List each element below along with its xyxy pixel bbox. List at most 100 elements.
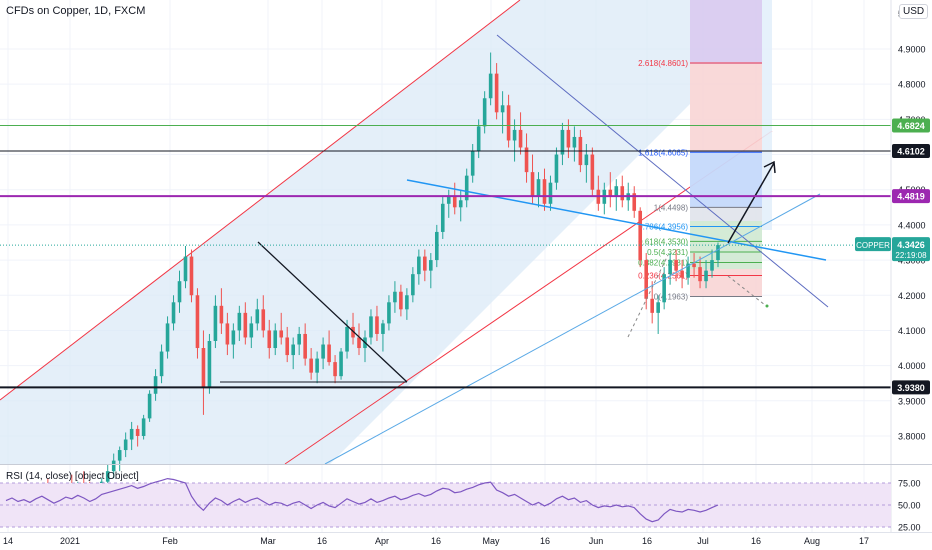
candle <box>668 253 672 285</box>
neckline[interactable] <box>406 179 827 261</box>
level-label-text: 3.9380 <box>897 383 925 393</box>
level-label-text: 4.4819 <box>897 192 925 202</box>
candle <box>237 305 242 341</box>
time-tick-label: Aug <box>804 536 820 546</box>
fib-level-label: 1.618(4.6065) <box>638 148 688 157</box>
rising-channel[interactable] <box>0 0 773 465</box>
candle-body <box>177 281 182 303</box>
triangle-upper-line[interactable] <box>257 241 408 383</box>
candle <box>423 249 427 282</box>
price-tick-label: 3.9000 <box>898 396 926 406</box>
trend-drawings[interactable] <box>220 34 829 465</box>
fib-zone-pink <box>690 269 762 296</box>
candle <box>351 312 355 345</box>
candle-body <box>494 73 499 113</box>
rsi-tick-label: 25.00 <box>898 523 921 533</box>
candle <box>183 246 188 289</box>
candle-body <box>195 295 200 349</box>
candle-body <box>231 330 236 345</box>
rsi-tick-label: 50.00 <box>898 501 921 511</box>
fib-level-label: 0.618(4.3530) <box>638 237 688 246</box>
candle <box>291 337 295 370</box>
candle <box>542 168 547 211</box>
candle <box>638 207 643 268</box>
candle-body <box>183 256 188 282</box>
candle-body <box>704 270 708 282</box>
channel-fill <box>0 0 690 464</box>
fibonacci-extension[interactable]: 2.618(4.8601) 1.618(4.6065) 1(4.4498) 0.786… <box>638 0 772 302</box>
projection-dashed-line-2[interactable] <box>727 275 766 306</box>
candle <box>494 63 499 120</box>
candle <box>123 432 128 458</box>
candle <box>698 256 702 289</box>
candle <box>632 186 637 218</box>
level-label-bg <box>892 380 930 395</box>
candle <box>357 323 361 356</box>
price-tick-label: 4.4000 <box>898 220 926 230</box>
candle-body <box>668 260 672 275</box>
candle-body <box>327 344 331 363</box>
candle-body <box>279 330 284 338</box>
candle-body <box>399 291 403 310</box>
candle-body <box>315 358 319 373</box>
candle-body <box>584 154 589 166</box>
candle <box>506 94 511 148</box>
time-tick-label: Apr <box>375 536 389 546</box>
channel-upper-line[interactable] <box>0 0 521 401</box>
candle-body <box>674 260 678 271</box>
candle-body <box>297 333 301 345</box>
candle <box>201 330 206 415</box>
candle <box>207 333 212 394</box>
candle <box>536 172 541 208</box>
candle-body <box>105 471 110 482</box>
candle <box>692 253 696 278</box>
candle <box>524 133 529 183</box>
candle <box>704 260 708 289</box>
currency-badge[interactable]: USD <box>899 4 929 19</box>
candle-body <box>357 337 361 349</box>
time-tick-label: 16 <box>642 536 652 546</box>
symbol-tag-bg <box>855 237 891 252</box>
candle <box>584 143 589 183</box>
candle <box>171 295 176 331</box>
candlestick-series[interactable] <box>4 52 720 521</box>
time-tick-label: 16 <box>317 536 327 546</box>
candle-body <box>440 203 445 232</box>
candle <box>273 323 278 356</box>
price-tag-bg <box>892 237 930 262</box>
descending-trendline[interactable] <box>496 34 829 308</box>
candle <box>327 330 331 366</box>
candle-body <box>405 295 409 310</box>
bullish-arrow[interactable] <box>727 162 775 244</box>
candle-body <box>638 210 643 261</box>
candle-body <box>566 129 571 148</box>
chart-title: CFDs on Copper, 1D, FXCM <box>6 5 146 17</box>
candle <box>662 267 666 310</box>
candle <box>686 256 690 285</box>
candle <box>674 249 678 282</box>
time-tick-label: 2021 <box>60 536 80 546</box>
candle-body <box>458 200 463 208</box>
candle <box>369 309 373 345</box>
candle <box>405 288 409 320</box>
fib-level-label: 0.786(4.3956) <box>638 222 688 231</box>
candle <box>321 337 325 370</box>
candle <box>417 249 421 285</box>
candle-body <box>518 129 523 148</box>
candle <box>297 326 301 356</box>
horizontal-levels[interactable] <box>0 125 891 389</box>
support-trendline[interactable] <box>324 193 821 465</box>
candle-body <box>351 326 355 338</box>
candle <box>381 319 385 352</box>
price-tick-label: 4.1000 <box>898 326 926 336</box>
candle <box>411 267 415 303</box>
candle-body <box>423 256 427 271</box>
candle <box>375 305 379 341</box>
candle-body <box>608 189 613 197</box>
candle <box>620 175 625 208</box>
candle-body <box>536 179 541 197</box>
candle <box>261 295 266 338</box>
candle-body <box>692 263 696 268</box>
rsi-panel[interactable]: 75.00 50.00 25.00 <box>0 477 921 533</box>
